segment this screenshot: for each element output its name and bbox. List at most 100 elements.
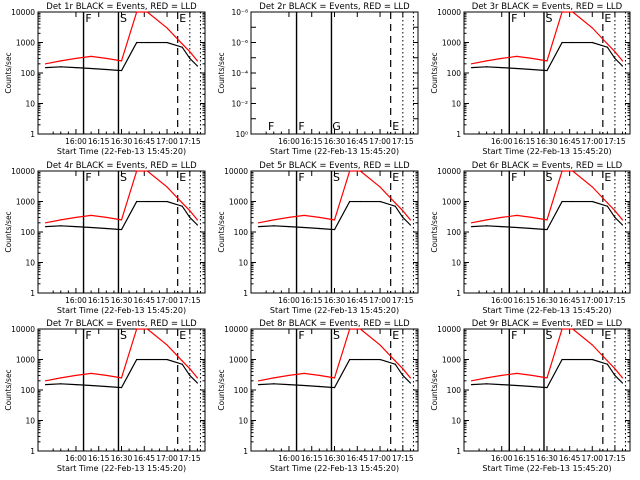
events-data-point (303, 384, 305, 387)
events-data-point (486, 383, 488, 385)
lld-data-point (402, 210, 404, 212)
lld-data-point (349, 328, 351, 330)
events-data-point (606, 46, 608, 48)
event-marker-letter: F (511, 171, 517, 184)
plot-frame (250, 11, 419, 135)
panel-title: Det 7r BLACK = Events, RED = LLD (46, 319, 197, 329)
x-tick-label: 17:15 (392, 296, 414, 305)
events-data-point (196, 224, 199, 226)
x-tick-label: 17:15 (179, 137, 201, 146)
events-data-point (136, 41, 138, 44)
lld-data-point (196, 219, 199, 221)
events-series-line (46, 43, 198, 71)
lld-data-point (75, 57, 77, 60)
events-data-point (409, 224, 412, 226)
event-marker-letter: S (120, 12, 127, 25)
x-tick-label: 16:00 (491, 137, 513, 146)
detector-panel: Det 8r BLACK = Events, RED = LLD 1 10 100 10… (217, 319, 419, 473)
x-tick-label: 16:15 (88, 296, 110, 305)
lld-data-point (572, 11, 574, 13)
lld-data-point (546, 219, 548, 221)
lld-series-line (46, 12, 198, 64)
y-tick-label: 1 (456, 289, 461, 298)
x-tick-label: 16:00 (65, 454, 87, 463)
events-data-point (561, 200, 563, 203)
events-series-line (259, 360, 411, 388)
lld-data-point (531, 374, 533, 377)
events-data-point (531, 227, 533, 230)
events-data-point (120, 228, 123, 231)
lld-data-point (181, 360, 183, 362)
y-tick-label: 10 (238, 417, 248, 426)
lld-data-point (470, 222, 473, 224)
y-axis-label: Counts/sec (430, 211, 439, 252)
lld-data-point (105, 57, 107, 60)
y-axis-label: Counts/sec (4, 369, 13, 410)
x-axis-label: Start Time (22-Feb-13 15:45:20) (270, 306, 399, 315)
panel-title: Det 8r BLACK = Events, RED = LLD (259, 319, 410, 329)
y-tick-label: 1 (243, 289, 248, 298)
events-data-point (572, 358, 574, 361)
lld-data-point (333, 377, 336, 379)
events-data-point (614, 57, 616, 60)
events-data-point (591, 358, 593, 361)
events-data-point (470, 226, 473, 228)
x-tick-label: 16:30 (324, 137, 346, 146)
events-data-point (486, 225, 488, 227)
y-tick-label: 1 (30, 447, 35, 456)
lld-data-point (470, 380, 473, 382)
x-axis-label: Start Time (22-Feb-13 15:45:20) (270, 464, 399, 473)
lld-data-point (394, 360, 396, 362)
events-data-point (379, 200, 381, 203)
x-tick-label: 16:00 (491, 296, 513, 305)
events-data-point (516, 384, 518, 387)
event-marker-letter: G (332, 120, 341, 133)
event-marker-letter: F (298, 329, 304, 342)
events-data-point (394, 363, 396, 365)
events-series-line (259, 202, 411, 230)
y-tick-label: 10⁻⁴ (231, 69, 248, 78)
event-marker-letter: S (120, 171, 127, 184)
event-marker-letter: S (333, 171, 340, 184)
x-tick-label: 17:00 (581, 454, 603, 463)
lld-data-point (120, 219, 123, 221)
x-tick-label: 16:45 (133, 137, 155, 146)
event-marker-letter: S (333, 329, 340, 342)
lld-data-point (546, 377, 548, 379)
x-tick-label: 17:15 (392, 137, 414, 146)
events-data-point (105, 227, 107, 230)
event-marker-letter: E (392, 120, 399, 133)
event-marker-letter: S (545, 329, 552, 342)
lld-data-point (394, 202, 396, 204)
lld-series-line (472, 12, 623, 64)
lld-data-point (501, 57, 503, 60)
events-data-point (516, 67, 518, 70)
y-axis-label: Counts/sec (217, 52, 226, 93)
lld-data-point (105, 216, 107, 219)
event-marker-letter: E (179, 12, 186, 25)
events-data-point (288, 226, 290, 228)
lld-data-point (273, 377, 275, 379)
lld-series-line (472, 171, 623, 223)
lld-data-point (136, 170, 138, 172)
events-data-point (120, 69, 123, 72)
x-tick-label: 17:00 (581, 137, 603, 146)
plot-frame (250, 170, 419, 294)
lld-data-point (621, 219, 624, 221)
y-tick-label: 100 (447, 228, 462, 237)
lld-data-point (166, 186, 168, 188)
lld-data-point (409, 377, 412, 379)
events-data-point (75, 67, 77, 69)
y-tick-label: 100 (234, 386, 249, 395)
events-data-point (44, 384, 47, 386)
plot-frame (463, 328, 631, 452)
y-tick-label: 10 (451, 259, 461, 268)
events-data-point (394, 205, 396, 207)
events-data-point (606, 363, 608, 365)
panel-title: Det 4r BLACK = Events, RED = LLD (46, 161, 197, 171)
events-data-point (120, 386, 123, 389)
events-data-point (189, 374, 191, 377)
events-data-point (44, 67, 47, 69)
lld-series-line (46, 329, 198, 381)
events-data-point (486, 66, 488, 68)
